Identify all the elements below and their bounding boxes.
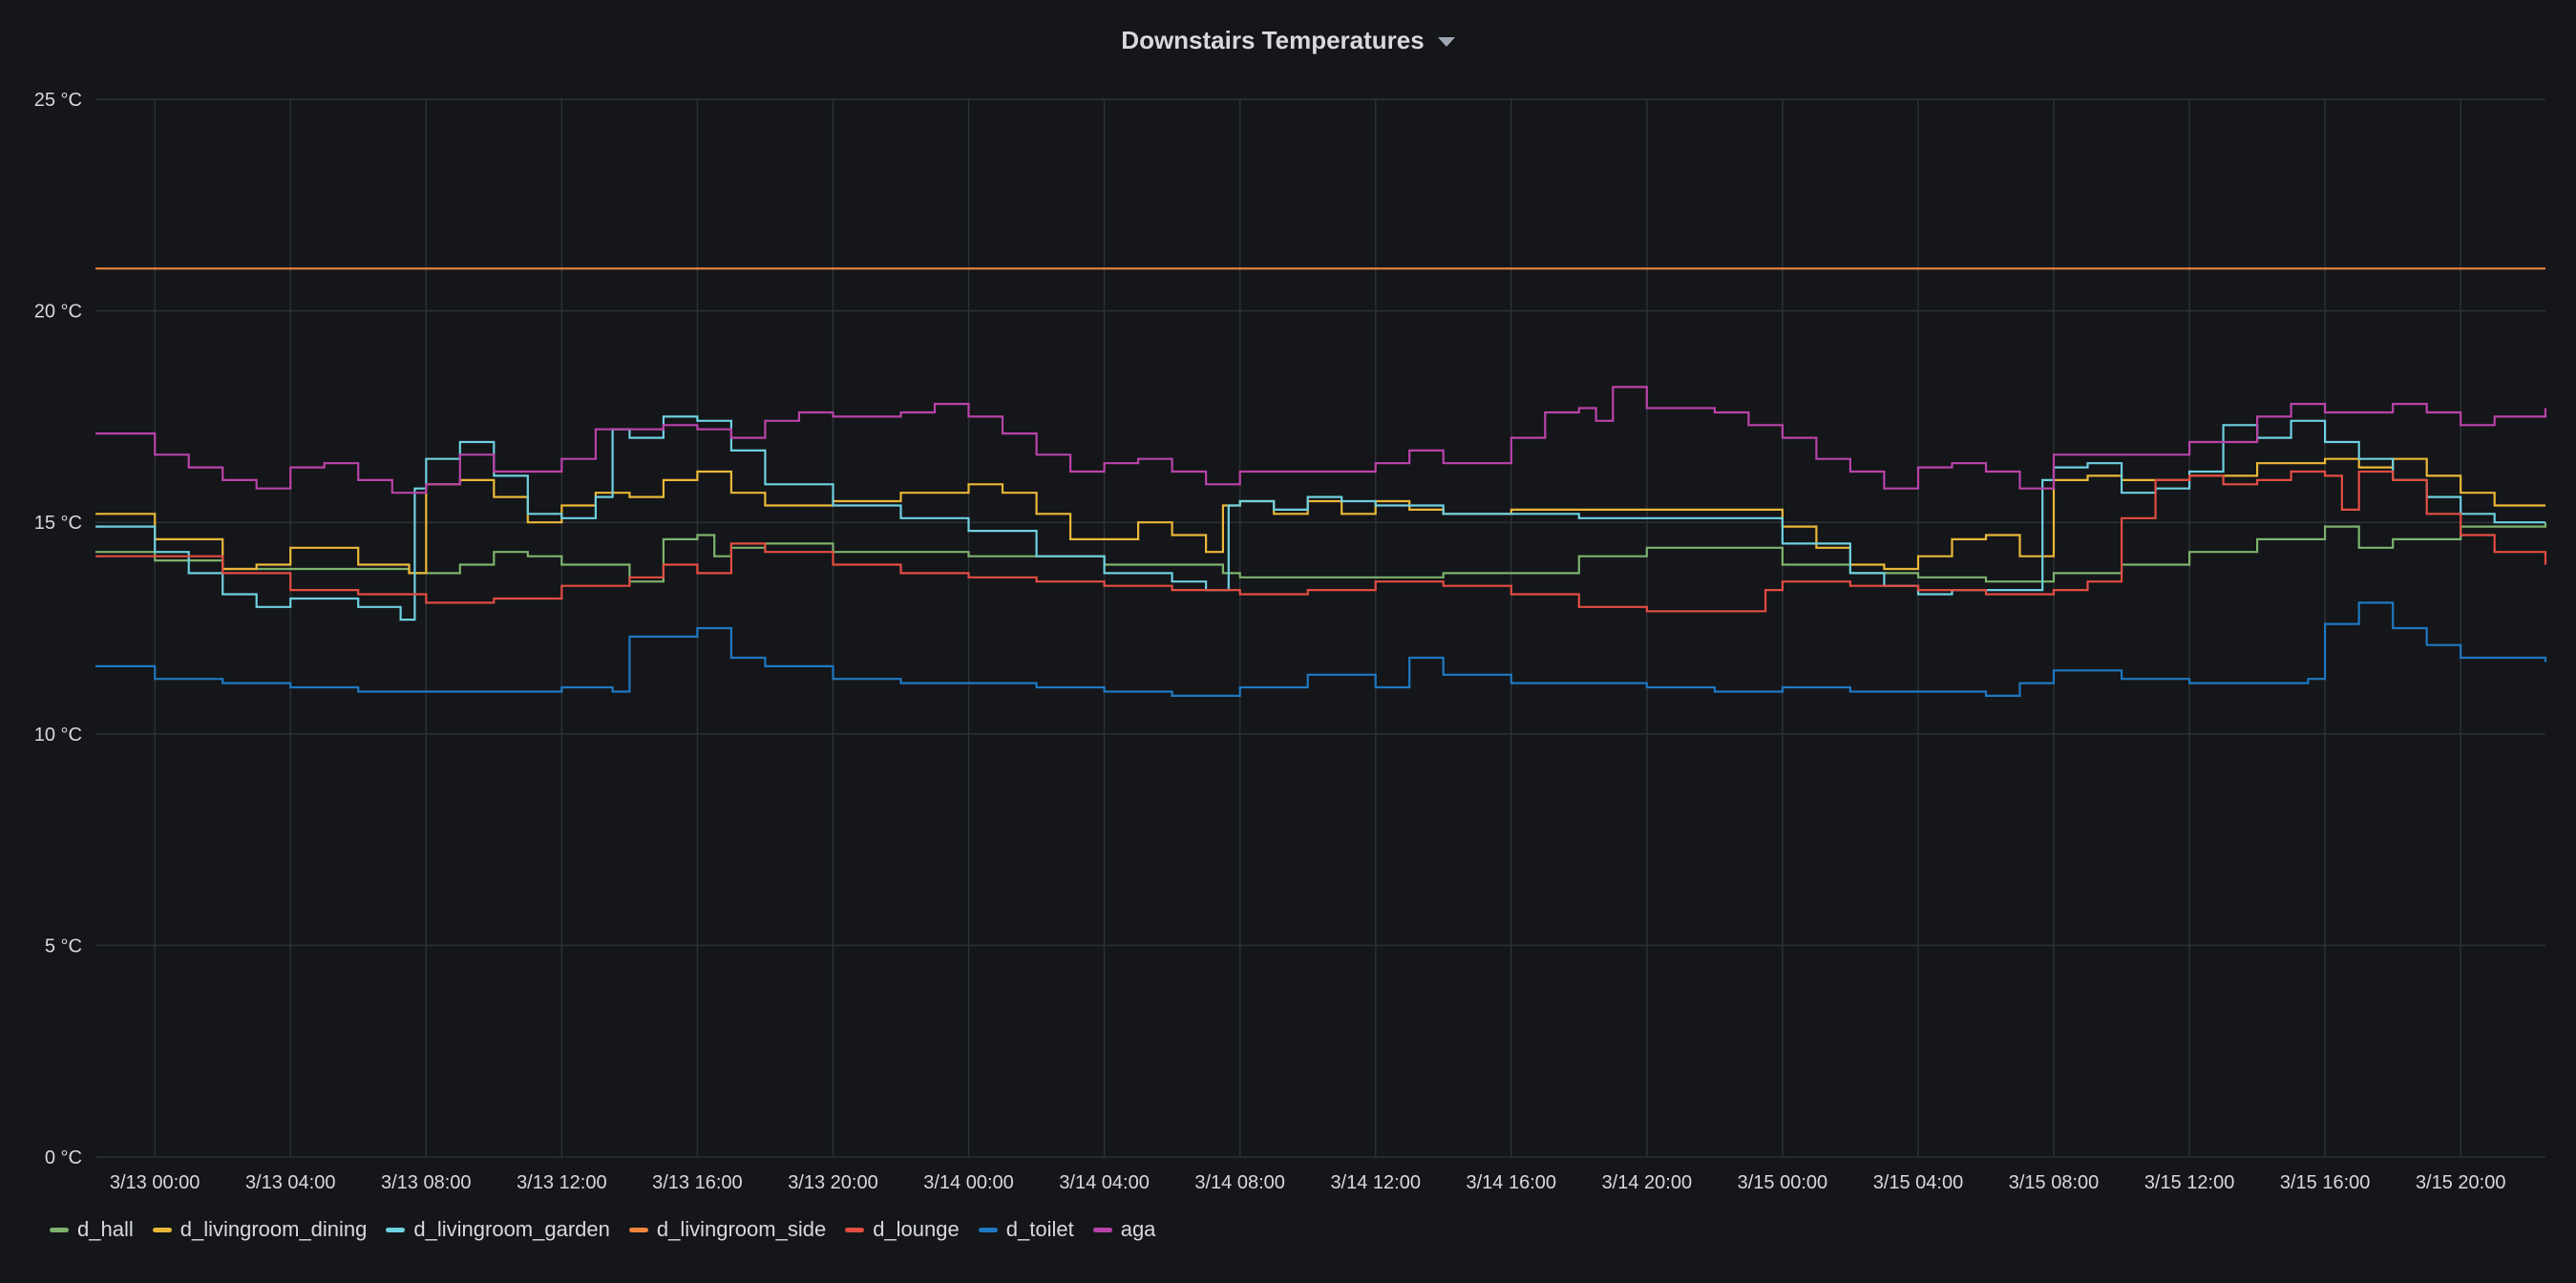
x-tick-label: 3/13 00:00 xyxy=(110,1172,201,1193)
y-tick-label: 25 °C xyxy=(34,90,82,111)
x-tick-label: 3/13 12:00 xyxy=(517,1172,607,1193)
legend-item-d_toilet[interactable]: d_toilet xyxy=(978,1217,1074,1242)
chart-legend: d_hall d_livingroom_dining d_livingroom_ga… xyxy=(50,1212,1155,1247)
series-line-d_hall xyxy=(95,522,2547,583)
x-tick-label: 3/13 16:00 xyxy=(652,1172,743,1193)
legend-label: d_livingroom_side xyxy=(656,1217,827,1241)
legend-item-d_livingroom_garden[interactable]: d_livingroom_garden xyxy=(386,1217,610,1242)
legend-item-d_lounge[interactable]: d_lounge xyxy=(845,1217,960,1242)
y-tick-label: 20 °C xyxy=(34,302,82,323)
legend-label: d_livingroom_dining xyxy=(179,1217,368,1241)
x-tick-label: 3/14 00:00 xyxy=(923,1172,1014,1193)
legend-item-d_livingroom_side[interactable]: d_livingroom_side xyxy=(628,1217,827,1242)
legend-item-aga[interactable]: aga xyxy=(1092,1217,1156,1242)
legend-label: aga xyxy=(1120,1217,1156,1241)
legend-swatch xyxy=(152,1227,172,1232)
x-tick-label: 3/14 20:00 xyxy=(1602,1172,1693,1193)
panel-title: Downstairs Temperatures xyxy=(1121,25,1425,54)
legend-swatch xyxy=(1092,1227,1112,1232)
legend-item-d_hall[interactable]: d_hall xyxy=(50,1217,134,1242)
series-line-aga xyxy=(95,386,2547,494)
y-tick-label: 10 °C xyxy=(34,725,82,746)
legend-swatch xyxy=(50,1227,69,1232)
x-tick-label: 3/15 20:00 xyxy=(2416,1172,2506,1193)
x-tick-label: 3/15 08:00 xyxy=(2009,1172,2100,1193)
chevron-down-icon xyxy=(1437,37,1455,47)
legend-label: d_livingroom_garden xyxy=(413,1217,610,1241)
series-line-d_lounge xyxy=(95,470,2547,613)
legend-label: d_hall xyxy=(77,1217,134,1241)
series-line-d_toilet xyxy=(95,601,2547,697)
series-line-d_livingroom_garden xyxy=(95,415,2545,621)
panel-header: Downstairs Temperatures xyxy=(0,17,2576,63)
legend-swatch xyxy=(845,1227,865,1232)
y-tick-label: 15 °C xyxy=(34,513,82,534)
legend-label: d_lounge xyxy=(873,1217,960,1241)
series-line-d_livingroom_dining xyxy=(95,457,2545,575)
y-tick-label: 5 °C xyxy=(45,936,82,957)
x-tick-label: 3/13 04:00 xyxy=(245,1172,336,1193)
x-tick-label: 3/14 04:00 xyxy=(1059,1172,1150,1193)
legend-item-d_livingroom_dining[interactable]: d_livingroom_dining xyxy=(152,1217,368,1242)
x-tick-label: 3/14 16:00 xyxy=(1467,1172,1557,1193)
legend-label: d_toilet xyxy=(1005,1217,1074,1241)
y-tick-label: 0 °C xyxy=(45,1147,82,1168)
x-tick-label: 3/14 12:00 xyxy=(1330,1172,1421,1193)
legend-swatch xyxy=(386,1227,406,1232)
legend-swatch xyxy=(628,1227,648,1232)
legend-swatch xyxy=(978,1227,998,1232)
x-tick-label: 3/15 16:00 xyxy=(2280,1172,2371,1193)
x-tick-label: 3/13 20:00 xyxy=(788,1172,878,1193)
x-tick-label: 3/15 00:00 xyxy=(1738,1172,1828,1193)
panel-title-menu[interactable]: Downstairs Temperatures xyxy=(1121,25,1455,55)
x-tick-label: 3/14 08:00 xyxy=(1194,1172,1285,1193)
x-tick-label: 3/15 12:00 xyxy=(2144,1172,2235,1193)
x-tick-label: 3/13 08:00 xyxy=(381,1172,472,1193)
x-tick-label: 3/15 04:00 xyxy=(1873,1172,1964,1193)
